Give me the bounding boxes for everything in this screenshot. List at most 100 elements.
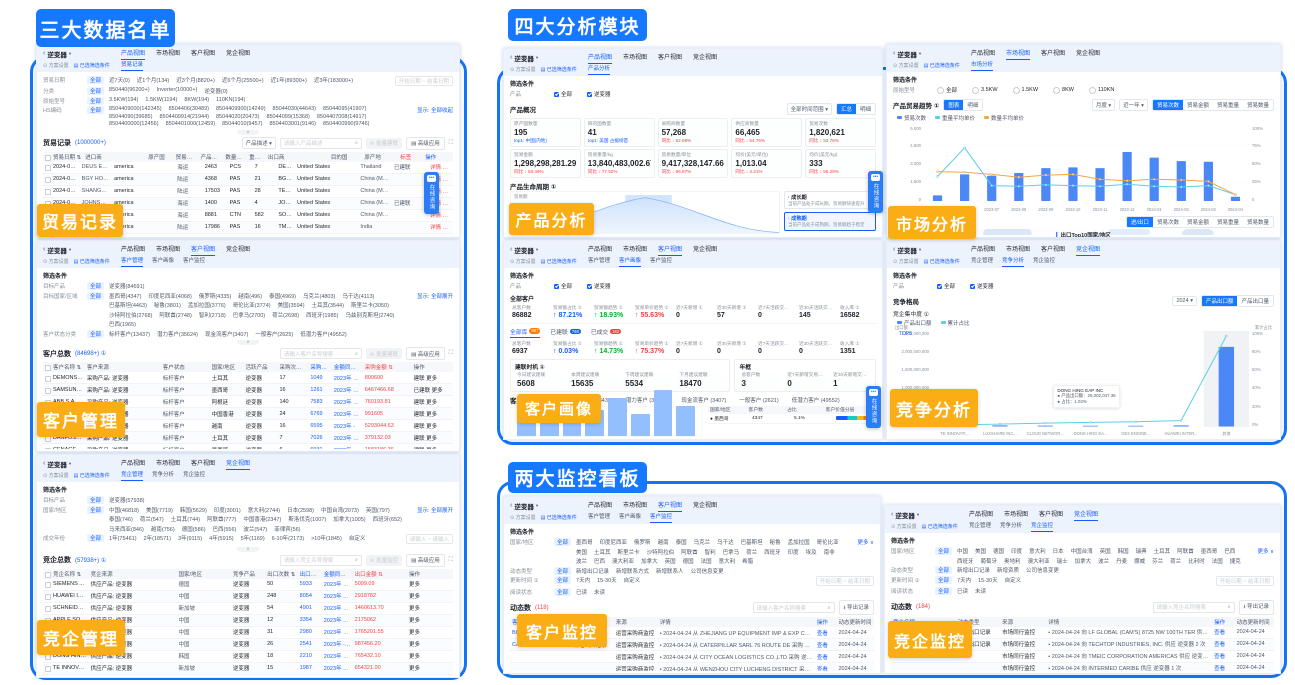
filter-item[interactable]: 一般客户(2625) bbox=[255, 331, 294, 338]
filter-item[interactable]: 俄罗斯(4335) bbox=[198, 293, 232, 300]
filter-item[interactable]: 俄罗斯 bbox=[634, 540, 651, 546]
filter-all-chip[interactable]: 全部 bbox=[87, 496, 105, 504]
filter-item[interactable]: 法国 bbox=[700, 559, 712, 565]
column-header[interactable]: 采购数量 ⇅ bbox=[310, 365, 332, 371]
filter-item[interactable]: 马来西亚(846) bbox=[109, 526, 144, 533]
back-icon[interactable]: ‹ bbox=[891, 511, 894, 518]
filter-item[interactable]: 斯里兰卡(3050) bbox=[350, 303, 389, 309]
view-tab[interactable]: 市场视图 bbox=[1006, 47, 1031, 60]
filter-item[interactable]: 日本(2598) bbox=[287, 507, 315, 514]
filter-item[interactable]: 巴拿马(2700) bbox=[232, 312, 266, 319]
filter-item[interactable]: 巴基斯坦(4463) bbox=[109, 303, 147, 309]
filter-item[interactable]: 德国 bbox=[682, 559, 694, 565]
filter-item[interactable]: 8504403001(9146) bbox=[269, 121, 316, 127]
year-dropdown[interactable]: 2024 ▾ bbox=[1172, 295, 1197, 306]
filter-item[interactable]: 850440(96200+) bbox=[109, 87, 150, 93]
view-tab[interactable]: 竞企视图 bbox=[693, 55, 718, 61]
view-tab[interactable]: 竞企视图 bbox=[1076, 243, 1101, 256]
view-tab[interactable]: 市场视图 bbox=[623, 503, 648, 509]
metric-button[interactable]: 贸易数量 bbox=[1242, 99, 1273, 110]
filter-item[interactable]: 中国台湾(2073) bbox=[321, 507, 359, 514]
filter-item[interactable]: 8504409900(14249) bbox=[216, 106, 266, 112]
filter-item[interactable]: 印度(3001) bbox=[213, 507, 241, 514]
filter-all-chip[interactable]: 全部 bbox=[935, 575, 953, 584]
filter-item[interactable]: 潜力客户(35624) bbox=[156, 331, 198, 338]
selected-filters[interactable]: ▤ 已选筛选条件 bbox=[540, 67, 577, 73]
fullscreen-icon[interactable]: ⛶ bbox=[448, 350, 453, 356]
filter-item[interactable]: 逆变器(57938) bbox=[109, 498, 145, 504]
view-tab[interactable]: 竞企视图 bbox=[226, 457, 251, 470]
filter-item[interactable]: 波兰 bbox=[1098, 558, 1110, 565]
selected-filters[interactable]: ▤ 已选筛选条件 bbox=[540, 259, 577, 265]
column-header[interactable]: 详情 bbox=[659, 620, 671, 626]
filter-item[interactable]: 自定义 bbox=[348, 536, 366, 542]
view-tab[interactable]: 产品视图 bbox=[588, 503, 613, 509]
filter-item[interactable]: 英国 bbox=[1099, 549, 1111, 555]
filter-item[interactable]: 中国香港(2347) bbox=[243, 517, 282, 523]
selected-filters[interactable]: ▤ 已选筛选条件 bbox=[923, 259, 960, 265]
filter-item[interactable]: 乌干达(4113) bbox=[342, 293, 375, 300]
sub-tab[interactable]: 客户管理 bbox=[588, 258, 611, 264]
model-radio[interactable]: 全部 bbox=[937, 86, 957, 94]
filter-item[interactable]: 自定义 bbox=[623, 578, 641, 584]
column-header[interactable]: 出口金额 ⇅ bbox=[354, 571, 383, 578]
scheme-settings[interactable]: ⊙ 方案设置 bbox=[510, 259, 536, 265]
advanced-apps-button[interactable]: ▤ 高级应用 bbox=[406, 347, 445, 360]
sub-tab[interactable]: 客户管理 bbox=[121, 256, 144, 267]
filter-item[interactable]: 85044095(41907) bbox=[322, 106, 367, 112]
filter-item[interactable]: 标杆客户(13437) bbox=[109, 331, 150, 338]
filter-item[interactable]: 巴西 bbox=[1224, 549, 1236, 555]
sub-tab[interactable]: 竞争分析 bbox=[152, 472, 175, 478]
filter-item[interactable]: 捷克 bbox=[1229, 558, 1241, 565]
filter-item[interactable]: 8504407008(14917) bbox=[316, 113, 367, 120]
column-header[interactable]: 出口商 bbox=[267, 154, 285, 161]
filter-item[interactable]: 孟加拉国 bbox=[787, 540, 810, 546]
customer-service-widget[interactable]: ••• 在线咨询 bbox=[424, 172, 439, 214]
filter-item[interactable]: 中国(46818) bbox=[109, 507, 139, 514]
back-icon[interactable]: ‹ bbox=[510, 54, 513, 61]
back-icon[interactable]: ‹ bbox=[43, 246, 46, 253]
column-header[interactable]: 详情 bbox=[1048, 619, 1060, 626]
product-checkbox[interactable]: 逆变器 bbox=[587, 282, 611, 290]
view-tab[interactable]: 客户视图 bbox=[658, 55, 683, 61]
metric-button[interactable]: 产品出口量 bbox=[1237, 295, 1273, 306]
model-radio[interactable]: 110KN bbox=[1088, 86, 1114, 94]
filter-item[interactable]: 越南 bbox=[657, 540, 669, 546]
search-category-dropdown[interactable]: 产品描述 ▾ bbox=[241, 137, 276, 149]
customer-pool-tab[interactable]: 已建联 768 bbox=[550, 328, 581, 336]
filter-all-chip[interactable]: 全部 bbox=[87, 534, 105, 542]
product-selector[interactable]: 逆变器 bbox=[514, 247, 534, 255]
table-row[interactable]: NVO CONSOLIDATION B.V. 与新增出口记录市场同行监控• 20… bbox=[891, 627, 1274, 639]
filter-item[interactable]: 奥地利 bbox=[1004, 558, 1021, 565]
table-row[interactable]: 运营采购商监控 • 2024-04-24 从 WENZHOU CITY LUCHE… bbox=[510, 663, 874, 671]
view-tab[interactable]: 客户视图 bbox=[658, 499, 683, 512]
back-icon[interactable]: ‹ bbox=[43, 50, 46, 57]
table-row[interactable]: ● 墨西哥 4347 5.1% bbox=[708, 414, 876, 424]
filter-item[interactable]: 斯里兰卡 bbox=[617, 549, 640, 556]
view-tab[interactable]: 市场视图 bbox=[1004, 512, 1029, 518]
batch-monitor-button[interactable]: ⊘ 批量监控 bbox=[365, 554, 403, 566]
legend-item[interactable]: 现金流客户 (3407) bbox=[675, 396, 726, 404]
legend-item[interactable]: 一般客户 (2621) bbox=[733, 396, 778, 404]
filter-item[interactable]: 西班牙 bbox=[764, 549, 781, 556]
time-range-dropdown[interactable]: 全部时间范围 ▾ bbox=[786, 102, 832, 115]
filter-item[interactable]: 加拿大(1005) bbox=[333, 517, 366, 523]
lifecycle-stage-card[interactable]: · 成长期 当前产品处于成长期，贸易额快速提升 bbox=[784, 190, 876, 210]
sub-tab[interactable]: 竞企管理 bbox=[969, 523, 992, 529]
sub-tab[interactable]: 竞争分析 bbox=[1000, 523, 1023, 529]
customer-pool-tab[interactable]: 已成交 162 bbox=[590, 328, 622, 336]
table-row[interactable]: DEMONS SANAT VE TICARET AN采购产品: 逆变器 标杆客户 土… bbox=[43, 372, 453, 384]
filter-item[interactable]: 智利 bbox=[704, 549, 716, 556]
column-header[interactable]: 金额同比 ⇅ bbox=[323, 571, 352, 578]
view-tab[interactable]: 客户视图 bbox=[1041, 51, 1066, 57]
metric-button[interactable]: 贸易重量 bbox=[1212, 99, 1243, 110]
table-row[interactable]: 市场同行监控 • 2024-04-24 向 INTERMED CARIBE 供应 … bbox=[891, 662, 1274, 671]
filter-expand-link[interactable]: 更多 ∨ bbox=[1257, 549, 1274, 555]
filter-item[interactable]: 韩国 bbox=[1117, 549, 1129, 555]
view-tab[interactable]: 竞企视图 bbox=[693, 247, 718, 253]
filter-all-chip[interactable]: 全部 bbox=[87, 106, 105, 114]
filter-item[interactable]: 近6个月(25500+) bbox=[221, 77, 264, 84]
filter-item[interactable]: 美国 bbox=[576, 549, 588, 556]
column-header[interactable]: 国家/地区 bbox=[211, 365, 236, 371]
sub-tab[interactable]: 客户画像 bbox=[619, 514, 642, 520]
